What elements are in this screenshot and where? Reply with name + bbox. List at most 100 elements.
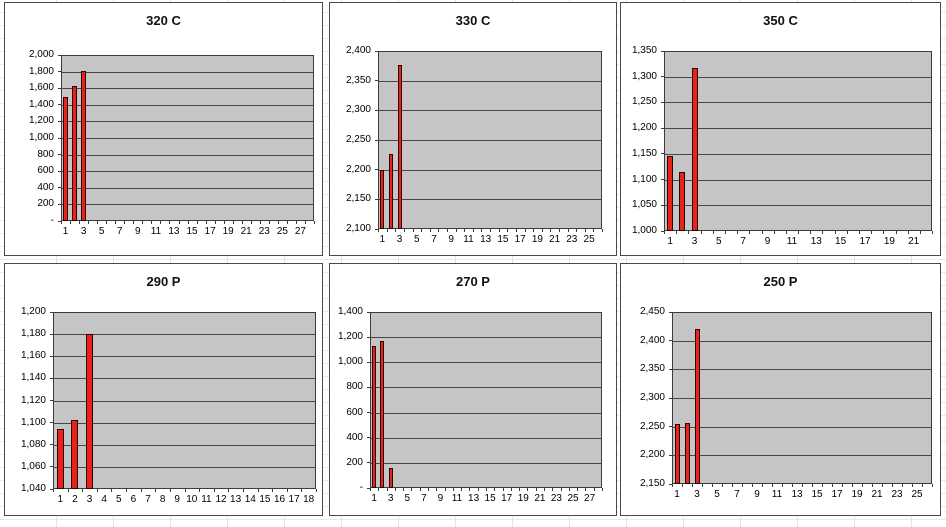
bar (684, 422, 690, 484)
x-axis-tick (832, 484, 833, 487)
x-axis-tick (378, 229, 379, 232)
x-axis-tick (395, 229, 397, 232)
chart-250p[interactable]: 250 P 2,150 2,200 2,250 2,300 2,350 2,400 2,45… (620, 263, 941, 516)
x-axis-tick (932, 231, 933, 234)
x-axis-tick (411, 488, 413, 491)
y-axis-tick (58, 87, 61, 89)
y-axis-tick (50, 311, 53, 313)
x-axis-tick (773, 231, 775, 234)
major-gridline (371, 412, 601, 414)
x-axis-label: 5 (404, 493, 411, 504)
x-axis-tick (692, 484, 693, 487)
major-gridline (665, 205, 931, 207)
y-axis-label: 2,450 (639, 306, 665, 317)
x-axis-tick (257, 489, 259, 492)
y-axis-label: 1,300 (631, 70, 657, 82)
x-axis-tick (902, 484, 903, 487)
x-axis-label: 3 (80, 226, 87, 237)
major-gridline (54, 422, 315, 424)
x-axis-label: 25 (567, 493, 579, 504)
chart-270p[interactable]: 270 P -200 400 600 800 1,000 1,200 1,400 1 3 5 7 9 1… (329, 263, 617, 516)
y-axis-tick (661, 230, 664, 232)
chart-350c[interactable]: 350 C 1,000 1,050 1,100 1,150 1,200 1,250 1,30… (620, 2, 941, 256)
y-axis-tick (661, 127, 664, 129)
major-gridline (62, 138, 313, 139)
x-axis-label: 19 (531, 234, 543, 245)
x-axis-label: 11 (786, 236, 798, 247)
x-axis-tick (272, 489, 274, 492)
y-axis-label: - (50, 215, 54, 226)
major-gridline (54, 400, 315, 402)
x-axis-tick (593, 488, 595, 491)
y-axis-tick (58, 170, 61, 172)
x-axis-tick (882, 484, 883, 487)
y-axis-tick (661, 153, 664, 155)
x-axis-tick (560, 488, 562, 491)
y-axis-label: 1,400 (28, 98, 54, 110)
y-axis-label: 2,400 (345, 45, 371, 56)
y-axis-tick (367, 437, 370, 439)
chart-330c[interactable]: 330 C 2,100 2,150 2,200 2,250 2,300 2,350 2,40… (329, 2, 617, 256)
bar (380, 169, 385, 229)
x-axis-tick (205, 221, 207, 224)
x-axis-tick (295, 221, 297, 224)
major-gridline (62, 171, 313, 173)
major-gridline (62, 71, 313, 73)
x-axis-label: 21 (534, 493, 546, 504)
x-axis-tick (862, 484, 863, 487)
x-axis-tick (802, 484, 803, 487)
y-axis-label: 2,100 (345, 223, 371, 234)
major-gridline (54, 444, 315, 446)
plot-area (378, 51, 602, 229)
major-gridline (371, 337, 601, 339)
x-axis-tick (772, 484, 773, 487)
x-axis-label: 15 (835, 236, 847, 247)
chart-320c[interactable]: 320 C - 200 400 600 800 1,000 1,200 1,400 1,600 1… (4, 2, 323, 256)
y-axis-label: 1,180 (20, 328, 46, 340)
bar (691, 67, 698, 231)
x-axis-tick (792, 484, 793, 487)
bar (388, 467, 393, 488)
x-axis-tick (533, 229, 535, 232)
x-axis-tick (842, 484, 843, 487)
bar (694, 329, 700, 484)
plot-area (664, 51, 932, 231)
x-axis-tick (812, 484, 813, 487)
y-axis-tick (58, 120, 61, 122)
x-axis-tick (429, 229, 431, 232)
x-axis-tick (412, 229, 414, 232)
major-gridline (665, 76, 931, 78)
y-axis-label: 1,050 (631, 199, 657, 211)
x-axis-tick (782, 484, 783, 487)
x-axis-tick (593, 229, 595, 232)
x-axis-tick (126, 489, 128, 492)
x-axis-tick (507, 229, 509, 232)
x-axis-tick (277, 221, 279, 224)
chart-290p[interactable]: 290 P 1,040 1,060 1,080 1,100 1,120 1,140 1,16… (4, 263, 323, 516)
x-axis-label: 11 (771, 489, 783, 500)
x-axis-tick (527, 488, 529, 491)
x-axis-label: 7 (145, 494, 151, 505)
x-axis-label: 9 (437, 493, 444, 504)
bar (63, 96, 68, 221)
x-axis-label: 15 (186, 226, 198, 237)
x-axis-tick (178, 221, 180, 224)
x-axis-label: 11 (150, 226, 162, 237)
x-axis-tick (446, 229, 448, 232)
x-axis-tick (378, 488, 380, 491)
x-axis-tick (250, 221, 252, 224)
x-axis-label: 5 (716, 236, 722, 247)
x-axis-tick (785, 231, 787, 234)
x-axis-tick (682, 484, 683, 487)
x-axis-tick (810, 231, 812, 234)
x-axis-label: 21 (240, 226, 252, 237)
x-axis-tick (871, 231, 873, 234)
x-axis-tick (428, 488, 429, 491)
major-gridline (379, 199, 601, 201)
x-axis-tick (461, 488, 463, 491)
x-axis-label: 17 (514, 234, 526, 245)
x-axis-tick (155, 489, 157, 492)
x-axis-tick (568, 488, 570, 491)
x-axis-label: 21 (908, 236, 920, 247)
x-axis-label: 5 (98, 226, 105, 237)
